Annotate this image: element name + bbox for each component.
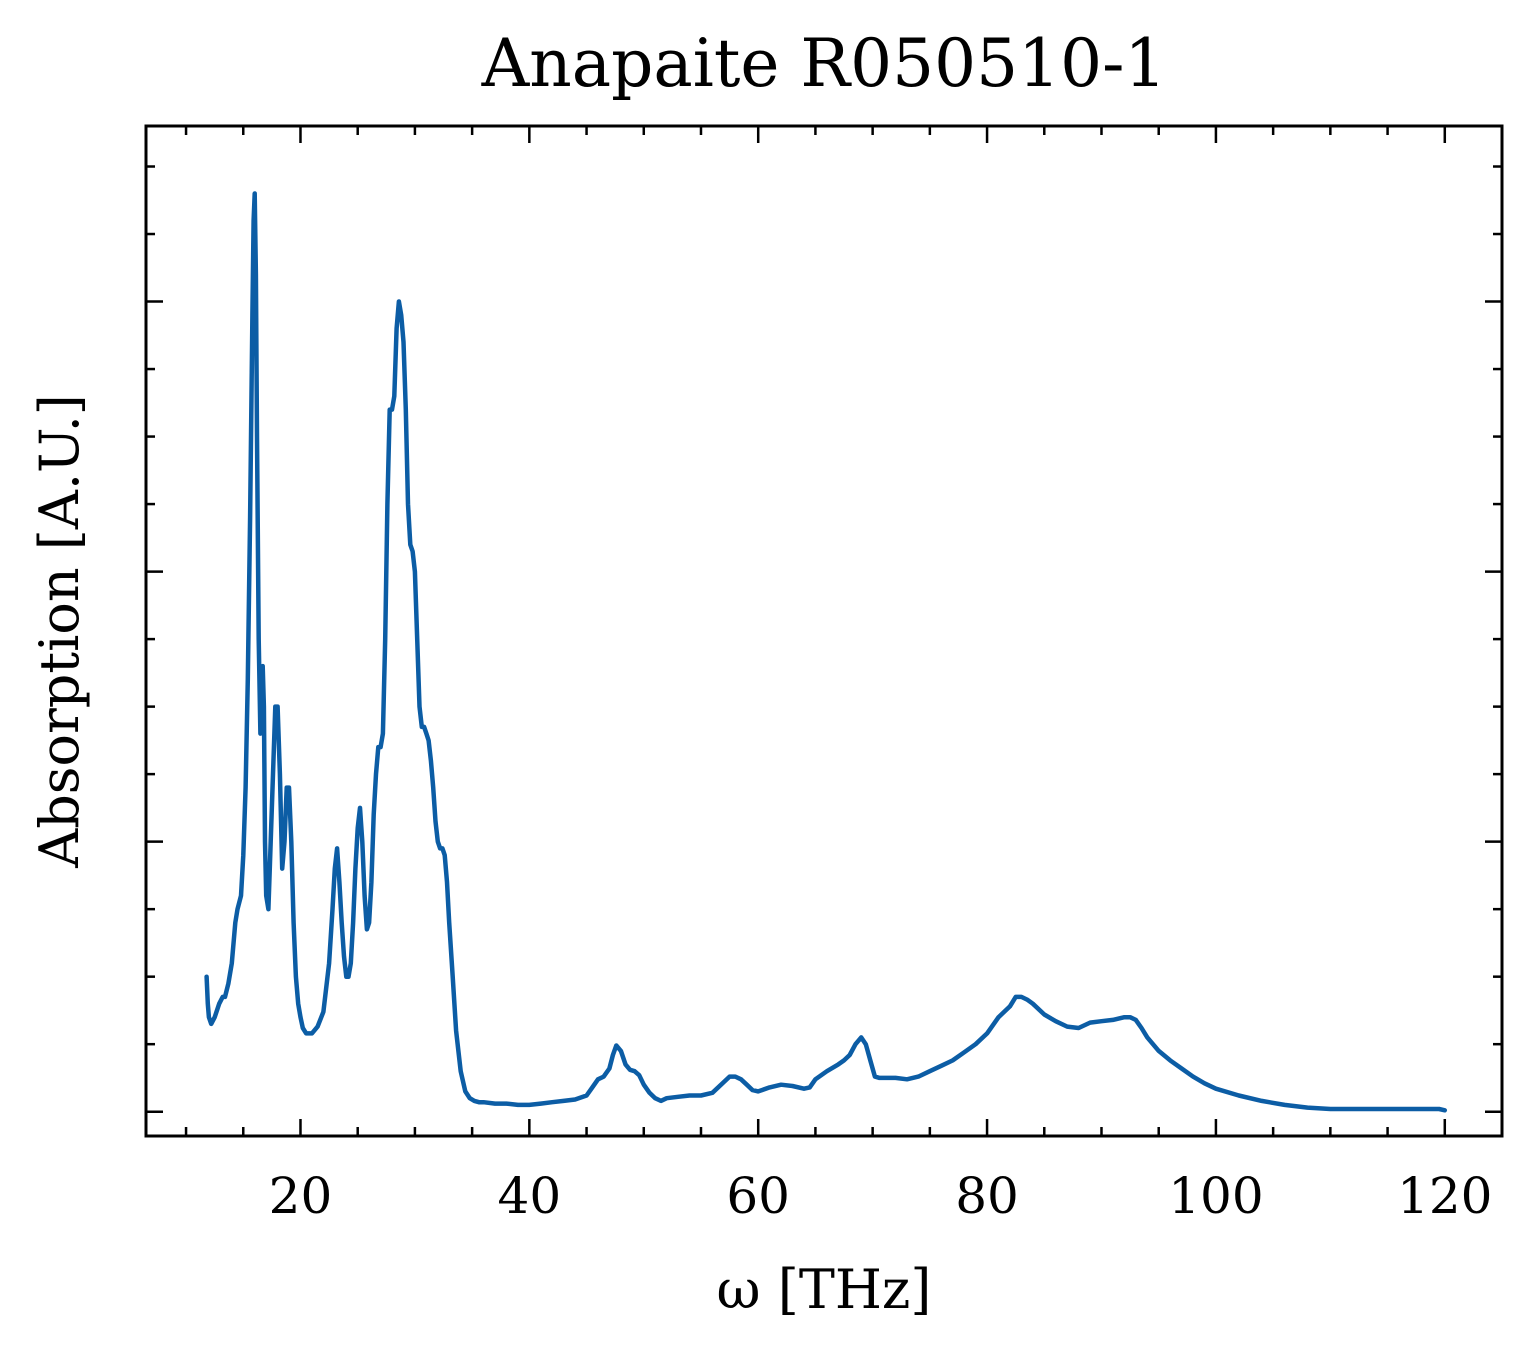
x-tick-label: 40	[498, 1167, 562, 1225]
x-tick-label: 120	[1397, 1167, 1492, 1225]
x-tick-label: 60	[726, 1167, 790, 1225]
x-tick-label: 100	[1168, 1167, 1263, 1225]
x-tick-label: 20	[269, 1167, 333, 1225]
x-tick-label: 80	[955, 1167, 1019, 1225]
x-tick-labels: 20 40 60 80 100 120	[269, 1167, 1493, 1225]
x-axis-label: ω [THz]	[717, 1258, 932, 1321]
plot-frame	[144, 124, 1504, 1138]
y-axis-label: Absorption [A.U.]	[28, 394, 91, 869]
series-line	[204, 191, 1448, 1113]
chart-title: Anapaite R050510-1	[481, 25, 1167, 102]
axis-ticks	[146, 126, 1504, 1136]
